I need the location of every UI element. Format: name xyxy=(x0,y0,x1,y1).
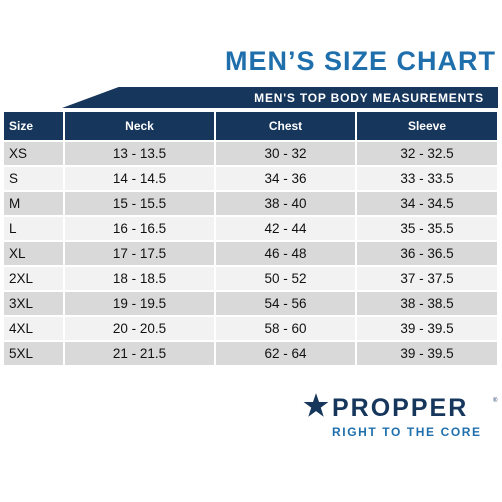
measurements-banner: MEN'S TOP BODY MEASUREMENTS xyxy=(62,87,498,108)
banner-label: MEN'S TOP BODY MEASUREMENTS xyxy=(254,91,484,105)
table-row: XS 13 - 13.5 30 - 32 32 - 32.5 xyxy=(4,142,497,165)
table-row: L 16 - 16.5 42 - 44 35 - 35.5 xyxy=(4,217,497,240)
sleeve-cell: 34 - 34.5 xyxy=(357,192,497,215)
size-cell: 4XL xyxy=(4,317,63,340)
chest-cell: 50 - 52 xyxy=(216,267,355,290)
table-row: M 15 - 15.5 38 - 40 34 - 34.5 xyxy=(4,192,497,215)
sleeve-cell: 38 - 38.5 xyxy=(357,292,497,315)
neck-cell: 19 - 19.5 xyxy=(65,292,214,315)
table-row: S 14 - 14.5 34 - 36 33 - 33.5 xyxy=(4,167,497,190)
chest-cell: 46 - 48 xyxy=(216,242,355,265)
header-neck: Neck xyxy=(65,112,214,140)
table-header-row: Size Neck Chest Sleeve xyxy=(4,112,497,140)
star-icon xyxy=(303,393,329,417)
header-chest: Chest xyxy=(216,112,355,140)
size-cell: XS xyxy=(4,142,63,165)
registered-mark: ® xyxy=(493,398,498,404)
sleeve-cell: 32 - 32.5 xyxy=(357,142,497,165)
neck-cell: 21 - 21.5 xyxy=(65,342,214,365)
size-chart-table: Size Neck Chest Sleeve XS 13 - 13.5 30 -… xyxy=(2,110,499,367)
chest-cell: 38 - 40 xyxy=(216,192,355,215)
size-cell: 3XL xyxy=(4,292,63,315)
sleeve-cell: 33 - 33.5 xyxy=(357,167,497,190)
table-row: 2XL 18 - 18.5 50 - 52 37 - 37.5 xyxy=(4,267,497,290)
neck-cell: 14 - 14.5 xyxy=(65,167,214,190)
sleeve-cell: 39 - 39.5 xyxy=(357,317,497,340)
size-cell: L xyxy=(4,217,63,240)
table-row: 4XL 20 - 20.5 58 - 60 39 - 39.5 xyxy=(4,317,497,340)
brand-name: PROPPER xyxy=(332,394,469,422)
page-title: MEN’S SIZE CHART xyxy=(224,46,496,76)
chest-cell: 62 - 64 xyxy=(216,342,355,365)
neck-cell: 20 - 20.5 xyxy=(65,317,214,340)
neck-cell: 17 - 17.5 xyxy=(65,242,214,265)
chest-cell: 30 - 32 xyxy=(216,142,355,165)
size-cell: S xyxy=(4,167,63,190)
size-cell: 2XL xyxy=(4,267,63,290)
chest-cell: 54 - 56 xyxy=(216,292,355,315)
neck-cell: 13 - 13.5 xyxy=(65,142,214,165)
sleeve-cell: 37 - 37.5 xyxy=(357,267,497,290)
table-row: 3XL 19 - 19.5 54 - 56 38 - 38.5 xyxy=(4,292,497,315)
propper-logo: PROPPER ® RIGHT TO THE CORE xyxy=(302,392,502,442)
sleeve-cell: 35 - 35.5 xyxy=(357,217,497,240)
header-sleeve: Sleeve xyxy=(357,112,497,140)
neck-cell: 15 - 15.5 xyxy=(65,192,214,215)
table-row: 5XL 21 - 21.5 62 - 64 39 - 39.5 xyxy=(4,342,497,365)
chest-cell: 34 - 36 xyxy=(216,167,355,190)
chest-cell: 42 - 44 xyxy=(216,217,355,240)
size-cell: M xyxy=(4,192,63,215)
chest-cell: 58 - 60 xyxy=(216,317,355,340)
table-row: XL 17 - 17.5 46 - 48 36 - 36.5 xyxy=(4,242,497,265)
sleeve-cell: 36 - 36.5 xyxy=(357,242,497,265)
brand-tagline: RIGHT TO THE CORE xyxy=(332,425,482,439)
header-size: Size xyxy=(4,112,63,140)
neck-cell: 16 - 16.5 xyxy=(65,217,214,240)
size-cell: 5XL xyxy=(4,342,63,365)
neck-cell: 18 - 18.5 xyxy=(65,267,214,290)
size-cell: XL xyxy=(4,242,63,265)
sleeve-cell: 39 - 39.5 xyxy=(357,342,497,365)
